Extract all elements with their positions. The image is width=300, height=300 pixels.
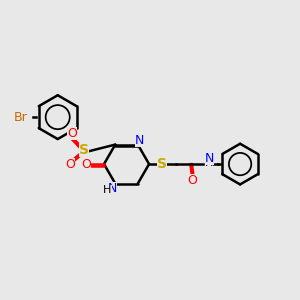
Text: H: H [205,158,213,167]
Text: S: S [79,143,89,157]
Text: O: O [65,158,75,171]
Text: Br: Br [13,111,27,124]
Text: N: N [108,182,118,195]
Text: H: H [103,185,112,196]
Text: O: O [67,127,77,140]
Text: O: O [82,158,92,171]
Text: N: N [205,152,214,165]
Text: S: S [157,157,167,171]
Text: N: N [135,134,144,147]
Text: O: O [187,174,197,187]
